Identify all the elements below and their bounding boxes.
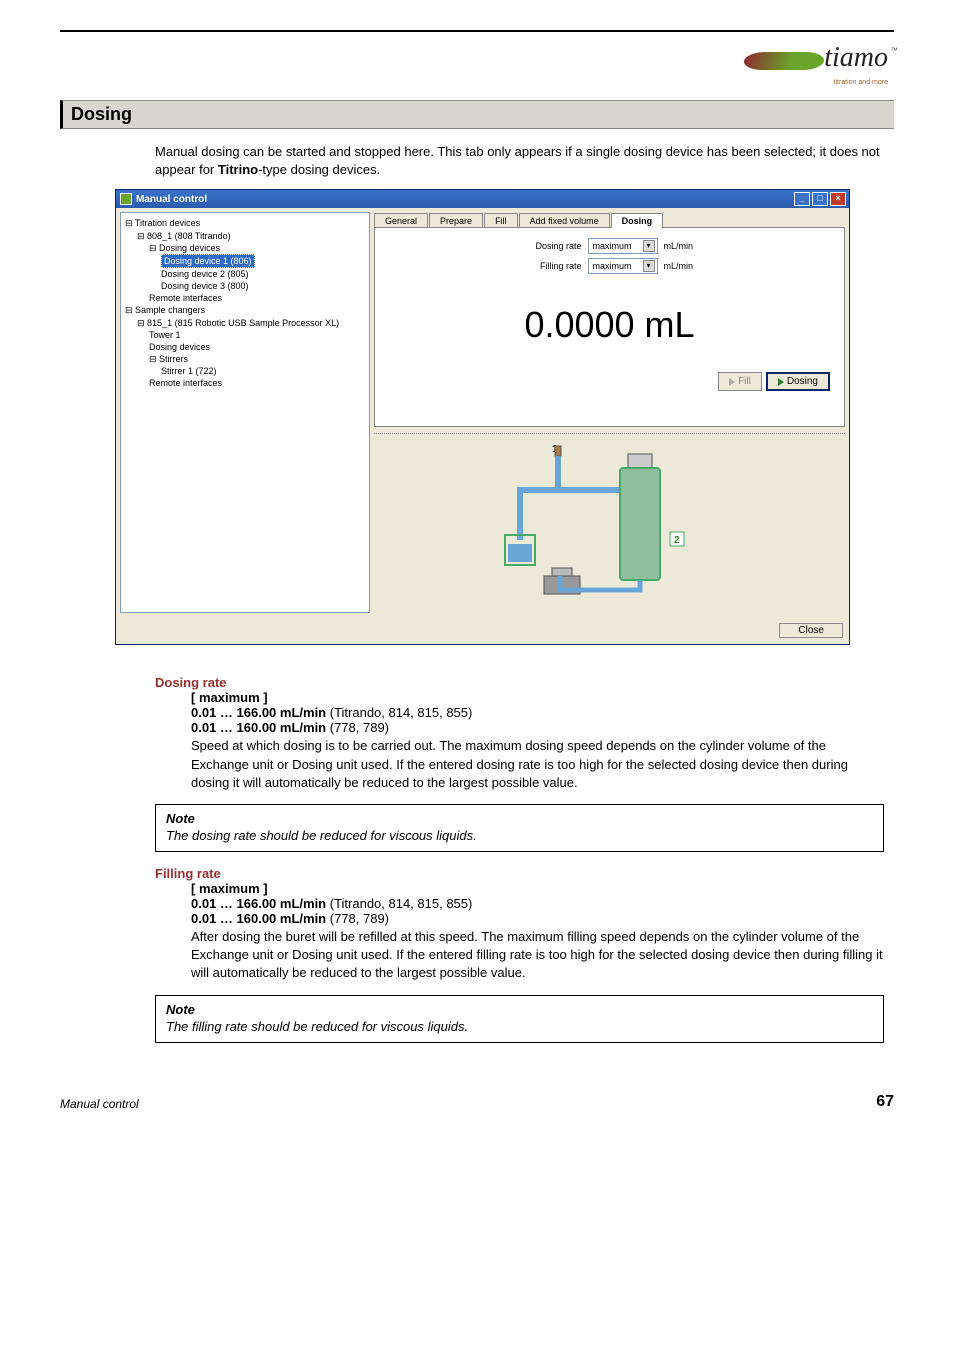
filling-rate-default: [ maximum ]: [191, 881, 884, 896]
filling-rate-label: Filling rate: [522, 261, 582, 271]
filling-rate-range1-note: (Titrando, 814, 815, 855): [326, 896, 472, 911]
dosing-rate-value: maximum: [593, 241, 632, 251]
intro-bold: Titrino: [218, 162, 258, 177]
volume-display: 0.0000 mL: [524, 304, 694, 346]
note-text: The dosing rate should be reduced for vi…: [166, 828, 873, 843]
section-heading: Dosing: [60, 100, 894, 129]
page-footer: Manual control 67: [60, 1093, 894, 1111]
dosing-rate-label: Dosing rate: [522, 241, 582, 251]
note-heading: Note: [166, 1002, 873, 1017]
tree-node[interactable]: Stirrer 1 (722): [125, 365, 365, 377]
tree-node[interactable]: Dosing device 2 (805): [125, 268, 365, 280]
tree-node[interactable]: ⊟ 808_1 (808 Titrando): [125, 230, 365, 242]
dosing-rate-default: [ maximum ]: [191, 690, 884, 705]
intro-trailing: -type dosing devices.: [258, 162, 380, 177]
top-rule: [60, 30, 894, 32]
tree-node[interactable]: Tower 1: [125, 329, 365, 341]
filling-rate-row: Filling rate maximum ▾ mL/min: [522, 258, 698, 274]
close-button[interactable]: Close: [779, 623, 843, 638]
dosing-button[interactable]: Dosing: [766, 372, 830, 391]
dosing-tabpane: Dosing rate maximum ▾ mL/min Filling rat…: [374, 227, 845, 427]
tab-fill[interactable]: Fill: [484, 213, 518, 228]
logo-tm: ™: [890, 46, 898, 55]
filling-rate-select[interactable]: maximum ▾: [588, 258, 658, 274]
tree-node[interactable]: ⊟ Dosing devices: [125, 242, 365, 254]
tree-node[interactable]: ⊟ Stirrers: [125, 353, 365, 365]
dosing-rate-range2: 0.01 … 160.00 mL/min: [191, 720, 326, 735]
tree-node[interactable]: ⊟ Titration devices: [125, 217, 365, 229]
chevron-down-icon: ▾: [643, 240, 655, 252]
device-tree[interactable]: ⊟ Titration devices ⊟ 808_1 (808 Titrand…: [120, 212, 370, 613]
dosing-rate-range1-note: (Titrando, 814, 815, 855): [326, 705, 472, 720]
filling-rate-value: maximum: [593, 261, 632, 271]
tab-prepare[interactable]: Prepare: [429, 213, 483, 228]
intro-paragraph: Manual dosing can be started and stopped…: [155, 143, 884, 179]
tree-node[interactable]: Dosing devices: [125, 341, 365, 353]
tree-node-selected[interactable]: Dosing device 1 (806): [161, 254, 255, 268]
chevron-down-icon: ▾: [643, 260, 655, 272]
field-title-filling-rate: Filling rate: [155, 866, 884, 881]
maximize-button[interactable]: □: [812, 192, 828, 206]
tree-node[interactable]: ⊟ Sample changers: [125, 304, 365, 316]
page-number: 67: [876, 1093, 894, 1111]
tree-node[interactable]: Dosing device 3 (800): [125, 280, 365, 292]
note-heading: Note: [166, 811, 873, 826]
app-icon: [120, 193, 132, 205]
filling-rate-unit: mL/min: [664, 261, 698, 271]
window-footer: Close: [116, 617, 849, 644]
logo-text: tiamo: [824, 42, 888, 74]
manual-control-window: Manual control _ □ × ⊟ Titration devices…: [115, 189, 850, 645]
logo-swoosh-icon: [742, 52, 825, 70]
footer-left: Manual control: [60, 1097, 139, 1111]
filling-rate-range2: 0.01 … 160.00 mL/min: [191, 911, 326, 926]
tab-add-fixed-volume[interactable]: Add fixed volume: [519, 213, 610, 228]
note-filling-rate: Note The filling rate should be reduced …: [155, 995, 884, 1043]
filling-rate-desc: After dosing the buret will be refilled …: [191, 928, 884, 983]
note-text: The filling rate should be reduced for v…: [166, 1019, 873, 1034]
dosing-rate-range2-note: (778, 789): [326, 720, 389, 735]
play-icon: [778, 378, 784, 386]
tree-node[interactable]: Remote interfaces: [125, 377, 365, 389]
window-titlebar[interactable]: Manual control _ □ ×: [116, 190, 849, 208]
logo-row: tiamo ™ titration and more: [60, 44, 894, 88]
dosing-rate-select[interactable]: maximum ▾: [588, 238, 658, 254]
tab-row: General Prepare Fill Add fixed volume Do…: [374, 212, 845, 227]
dosing-rate-desc: Speed at which dosing is to be carried o…: [191, 737, 884, 792]
dosing-rate-range1: 0.01 … 166.00 mL/min: [191, 705, 326, 720]
tab-dosing[interactable]: Dosing: [611, 213, 664, 228]
dosing-diagram-svg: 1 2: [460, 440, 760, 605]
tree-node[interactable]: Remote interfaces: [125, 292, 365, 304]
play-icon: [729, 378, 735, 386]
note-dosing-rate: Note The dosing rate should be reduced f…: [155, 804, 884, 852]
filling-rate-range2-note: (778, 789): [326, 911, 389, 926]
tab-general[interactable]: General: [374, 213, 428, 228]
tubing-diagram: 1 2: [374, 433, 845, 613]
fill-button[interactable]: Fill: [718, 372, 762, 391]
dosing-rate-row: Dosing rate maximum ▾ mL/min: [522, 238, 698, 254]
dosing-rate-unit: mL/min: [664, 241, 698, 251]
filling-rate-range1: 0.01 … 166.00 mL/min: [191, 896, 326, 911]
tiamo-logo: tiamo ™ titration and more: [744, 44, 894, 88]
diagram-label-2: 2: [674, 535, 680, 546]
field-title-dosing-rate: Dosing rate: [155, 675, 884, 690]
logo-tagline: titration and more: [834, 79, 888, 86]
window-close-button[interactable]: ×: [830, 192, 846, 206]
tree-node[interactable]: ⊟ 815_1 (815 Robotic USB Sample Processo…: [125, 317, 365, 329]
window-title: Manual control: [136, 194, 207, 205]
minimize-button[interactable]: _: [794, 192, 810, 206]
